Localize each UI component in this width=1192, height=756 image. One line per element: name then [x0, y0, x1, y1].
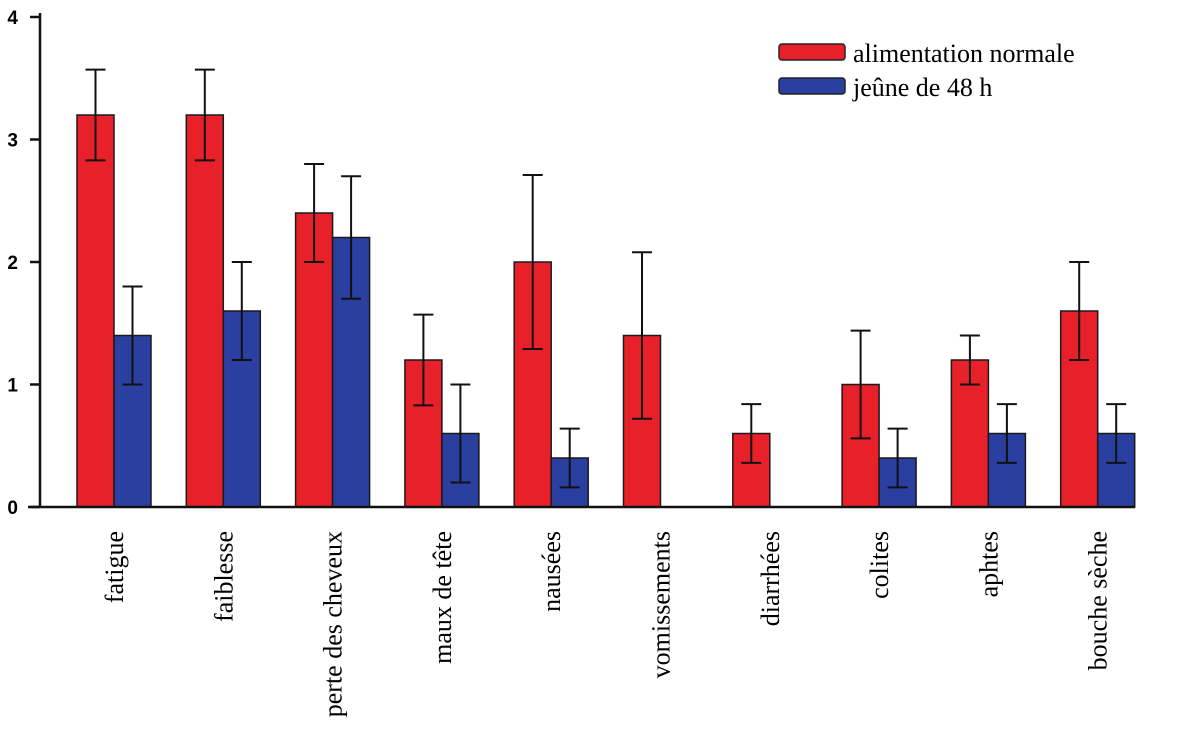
bar-alimentation-normale-faiblesse [185, 114, 225, 508]
error-bar-alimentation-normale-maux-de-tete [413, 313, 434, 407]
error-bar-jeune-de-48-h-nausees [559, 427, 580, 489]
category-label-fatigue: fatigue [100, 531, 129, 603]
legend: alimentation normale jeûne de 48 h [778, 39, 1075, 102]
error-bar-jeune-de-48-h-maux-de-tete [450, 383, 471, 484]
legend-label-alimentation-normale: alimentation normale [853, 39, 1075, 68]
legend-swatch-alimentation-normale [778, 43, 846, 61]
error-bar-alimentation-normale-perte-des-cheveux [304, 163, 325, 263]
category-label-bouche-seche: bouche sèche [1084, 531, 1113, 670]
category-label-diarrhees: diarrhées [756, 531, 785, 626]
category-label-faiblesse: faiblesse [209, 531, 238, 622]
error-bars-layer [85, 68, 1127, 489]
axes-layer [28, 13, 1135, 509]
y-tick-labels: 0 1 2 3 4 [7, 8, 18, 519]
category-label-perte-des-cheveux: perte des cheveux [319, 531, 348, 717]
error-bar-jeune-de-48-h-faiblesse [231, 261, 252, 361]
error-bar-alimentation-normale-diarrhees [741, 403, 762, 464]
error-bar-jeune-de-48-h-bouche-seche [1106, 403, 1127, 464]
y-tick-label-3: 3 [7, 131, 18, 152]
category-label-aphtes: aphtes [974, 531, 1003, 597]
bar-alimentation-normale-fatigue [76, 114, 115, 508]
legend-swatch-jeune-48h [778, 77, 846, 95]
y-tick-label-4: 4 [7, 8, 18, 29]
y-tick-label-0: 0 [7, 498, 18, 519]
error-bar-alimentation-normale-aphtes [959, 334, 980, 386]
error-bar-jeune-de-48-h-fatigue [122, 285, 143, 386]
category-label-nausees: nausées [537, 531, 566, 612]
category-label-maux-de-tete: maux de tête [428, 531, 457, 664]
error-bar-alimentation-normale-vomissements [632, 251, 652, 420]
error-bar-alimentation-normale-nausees [522, 174, 543, 350]
category-label-vomissements: vomissements [647, 531, 676, 678]
error-bar-jeune-de-48-h-colites [887, 427, 908, 489]
error-bar-alimentation-normale-bouche-seche [1069, 261, 1090, 361]
bars-layer [76, 114, 1136, 508]
error-bar-alimentation-normale-faiblesse [194, 68, 215, 162]
category-label-colites: colites [865, 531, 894, 599]
error-bar-jeune-de-48-h-aphtes [996, 403, 1017, 464]
y-tick-label-1: 1 [7, 376, 18, 397]
error-bar-alimentation-normale-fatigue [85, 68, 106, 162]
bar-jeune-de-48-h-perte-des-cheveux [331, 236, 371, 508]
error-bar-alimentation-normale-colites [850, 329, 871, 440]
legend-label-jeune-48h: jeûne de 48 h [852, 73, 992, 102]
y-tick-label-2: 2 [7, 253, 18, 274]
category-labels: fatigue faiblesse perte des cheveux maux de… [100, 531, 1113, 717]
error-bar-jeune-de-48-h-perte-des-cheveux [341, 175, 362, 300]
